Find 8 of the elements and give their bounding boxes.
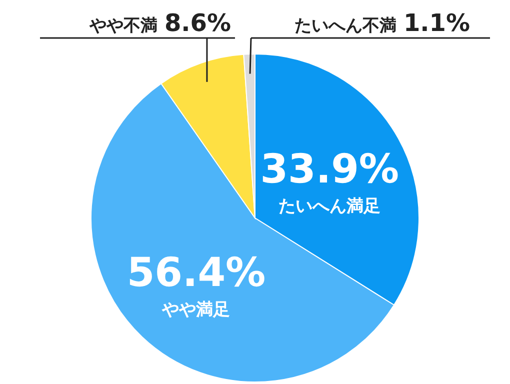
slice-label: やや不満: [88, 16, 158, 36]
slice-label: やや満足: [161, 300, 230, 320]
data-label: 33.9%: [260, 146, 399, 193]
slice-label: たいへん満足: [278, 196, 381, 217]
data-label: 1.1%: [403, 9, 470, 37]
data-label: 56.4%: [126, 250, 266, 296]
data-label: 8.6%: [164, 9, 231, 37]
slice-label: たいへん不満: [294, 16, 397, 36]
